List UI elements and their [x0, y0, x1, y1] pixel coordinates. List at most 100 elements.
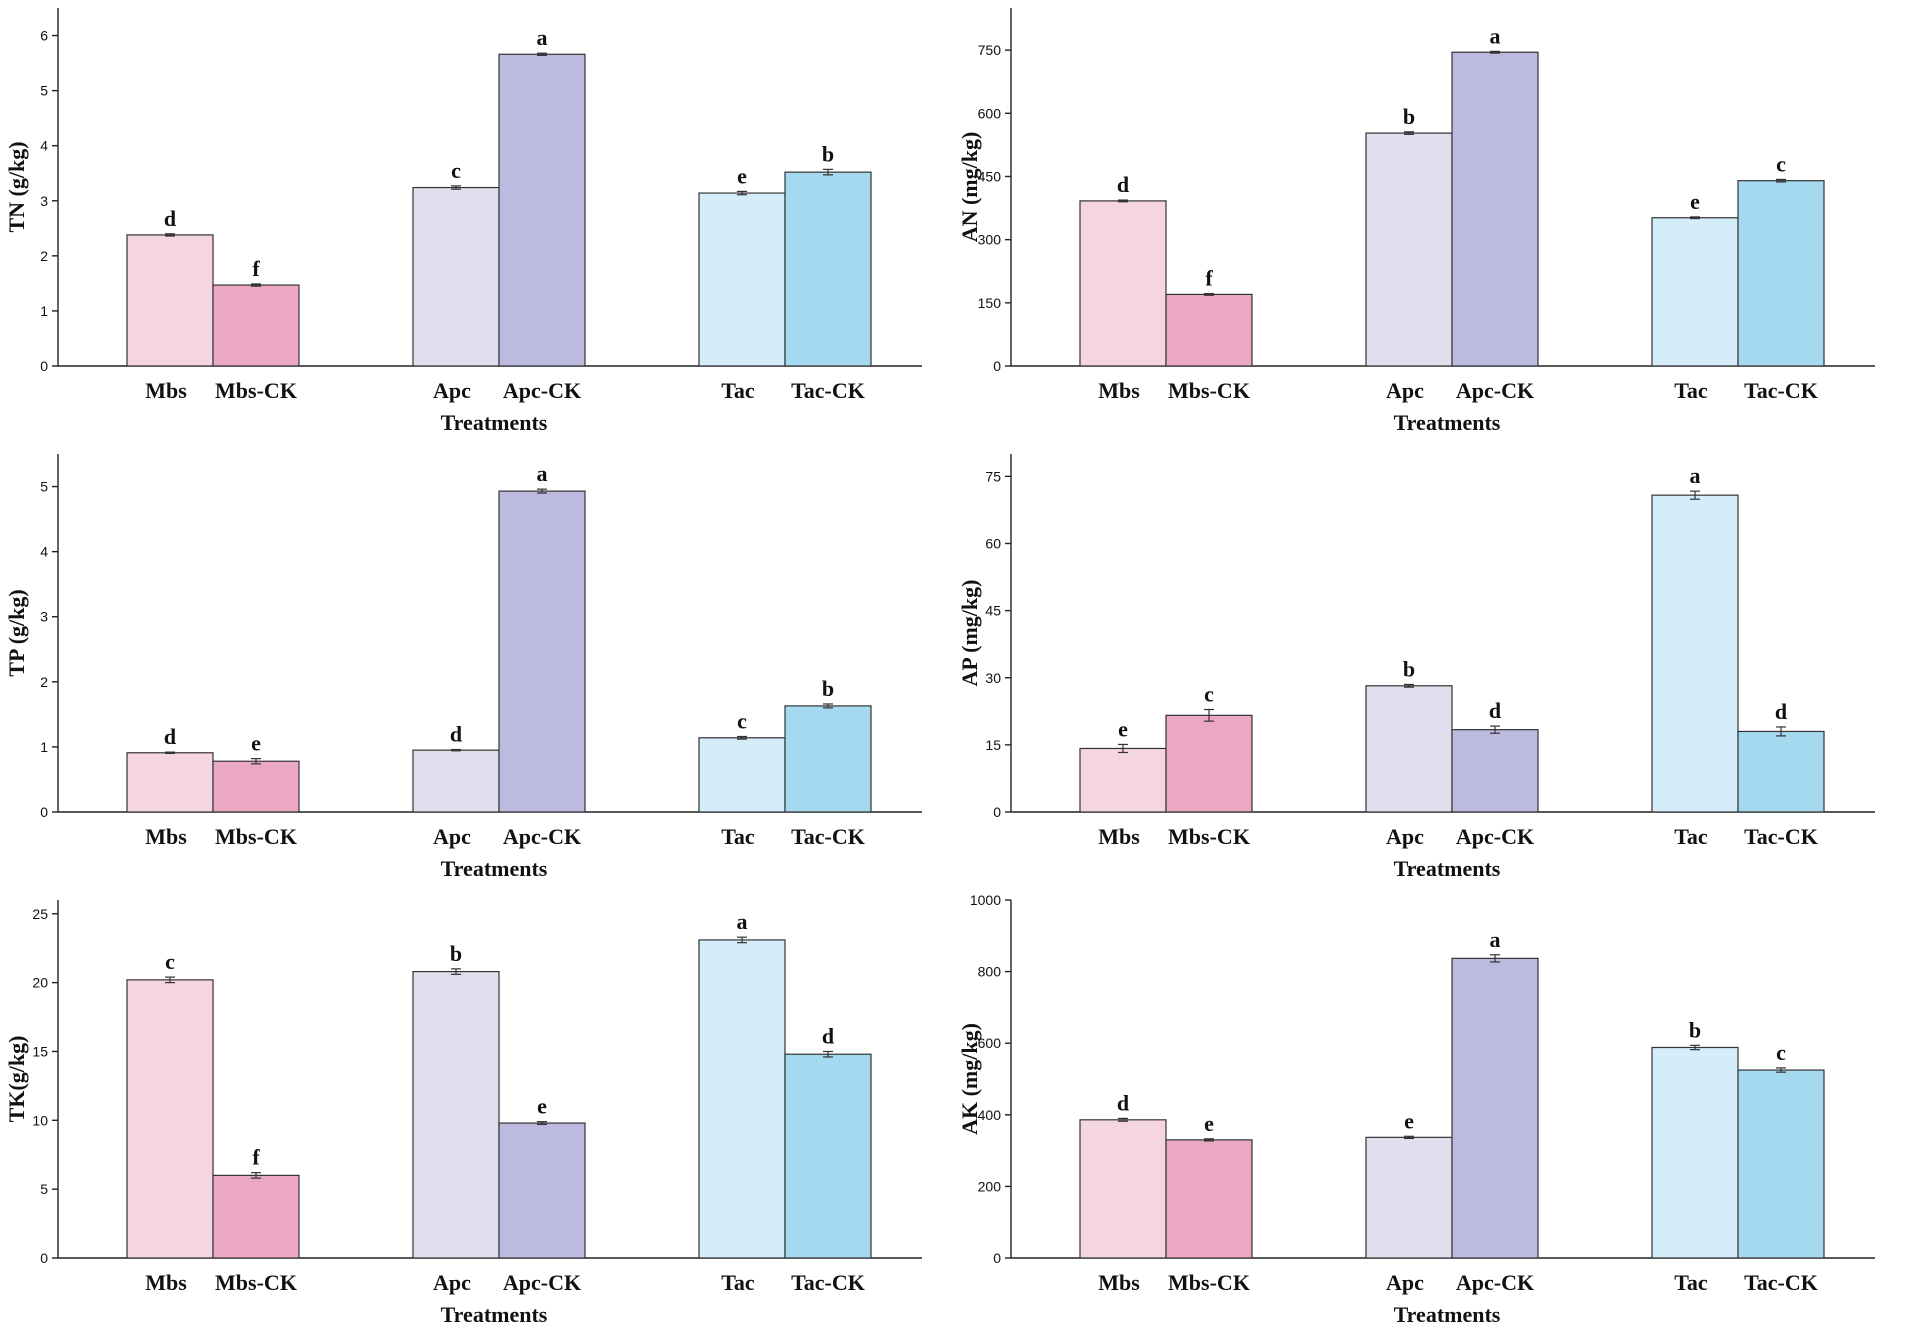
significance-letter: e: [1204, 1111, 1214, 1136]
tp-chart: 0 1 2 3 4 5 TP (g/kg) d Mbs e Mbs-CK d Apc a Apc-CK c Ta…: [4, 454, 922, 881]
y-axis-title: AP (mg/kg): [957, 580, 982, 687]
bar-apc: [1365, 132, 1453, 367]
bar-apc: [412, 186, 500, 367]
y-tick-label: 0: [40, 1250, 48, 1266]
x-tick-label: Mbs: [145, 378, 187, 403]
y-tick-label: 75: [985, 468, 1001, 484]
y-tick-label: 750: [978, 42, 1002, 58]
x-axis-title: Treatments: [441, 1302, 548, 1327]
significance-letter: a: [1490, 23, 1501, 48]
significance-letter: d: [1775, 699, 1787, 724]
x-axis-title: Treatments: [1394, 1302, 1501, 1327]
x-tick-label: Apc-CK: [1456, 378, 1534, 403]
x-axis-title: Treatments: [1394, 856, 1501, 881]
x-tick-label: Tac: [1674, 1270, 1708, 1295]
y-axis-title: AK (mg/kg): [957, 1023, 982, 1135]
significance-letter: a: [1690, 463, 1701, 488]
significance-letter: b: [450, 941, 462, 966]
ak-chart: 0 200 400 600 800 1000 AK (mg/kg) d Mbs e Mbs-CK e A…: [957, 892, 1875, 1327]
tp-chart-panel: 0 1 2 3 4 5 TP (g/kg) d Mbs e Mbs-CK d Apc a Apc-CK c Ta…: [0, 446, 953, 892]
significance-letter: d: [1117, 172, 1129, 197]
y-tick-label: 1: [40, 739, 48, 755]
bar-apc: [1365, 1136, 1453, 1259]
bar-tac: [1651, 217, 1739, 367]
y-tick-label: 400: [978, 1107, 1002, 1123]
x-axis-title: Treatments: [441, 410, 548, 435]
y-tick-label: 600: [978, 105, 1002, 121]
ap-chart: 0 15 30 45 60 75 AP (mg/kg) e Mbs c Mbs-CK b Apc d Apc…: [957, 454, 1875, 881]
tn-chart-panel: 0 1 2 3 4 5 6 TN (g/kg) d Mbs f Mbs-CK c Apc a Apc-CK e T…: [0, 0, 953, 446]
x-tick-label: Mbs: [145, 824, 187, 849]
significance-letter: d: [1117, 1090, 1129, 1115]
bar-mbs-ck: [1165, 293, 1253, 367]
bar-apc-ck: [1451, 957, 1539, 1259]
y-tick-label: 15: [32, 1043, 48, 1059]
bar-mbs: [1079, 747, 1167, 813]
x-tick-label: Mbs: [1098, 824, 1140, 849]
x-tick-label: Apc: [1386, 824, 1424, 849]
bar-apc: [412, 749, 500, 813]
x-tick-label: Mbs-CK: [1168, 824, 1250, 849]
y-tick-label: 450: [978, 168, 1002, 184]
x-tick-label: Tac-CK: [791, 824, 865, 849]
bar-mbs-ck: [1165, 1139, 1253, 1259]
x-tick-label: Mbs-CK: [215, 1270, 297, 1295]
significance-letter: a: [537, 25, 548, 50]
bar-apc-ck: [1451, 729, 1539, 813]
bar-mbs: [126, 234, 214, 367]
bar-tac-ck: [784, 1053, 872, 1259]
bar-mbs: [126, 752, 214, 813]
x-tick-label: Apc-CK: [503, 378, 581, 403]
y-tick-label: 2: [40, 674, 48, 690]
bar-tac-ck: [1737, 730, 1825, 813]
y-axis-title: AN (mg/kg): [957, 132, 982, 243]
x-tick-label: Mbs: [1098, 1270, 1140, 1295]
y-axis-title: TK(g/kg): [4, 1036, 29, 1123]
bar-tac: [698, 939, 786, 1259]
y-tick-label: 15: [985, 737, 1001, 753]
x-tick-label: Tac-CK: [791, 1270, 865, 1295]
significance-letter: b: [822, 141, 834, 166]
y-tick-label: 3: [40, 609, 48, 625]
significance-letter: e: [251, 731, 261, 756]
significance-letter: d: [164, 724, 176, 749]
bar-mbs: [1079, 1119, 1167, 1259]
bar-tac: [698, 737, 786, 813]
bar-tac: [1651, 494, 1739, 813]
x-tick-label: Tac-CK: [791, 378, 865, 403]
bar-apc-ck: [498, 490, 586, 813]
bar-tac-ck: [784, 705, 872, 813]
x-axis-title: Treatments: [441, 856, 548, 881]
x-tick-label: Apc: [433, 378, 471, 403]
y-tick-label: 150: [978, 295, 1002, 311]
y-tick-label: 0: [993, 358, 1001, 374]
significance-letter: a: [537, 461, 548, 486]
bar-mbs-ck: [212, 1174, 300, 1259]
significance-letter: b: [1403, 104, 1415, 129]
x-tick-label: Tac: [721, 378, 755, 403]
x-tick-label: Mbs-CK: [215, 824, 297, 849]
y-axis-title: TN (g/kg): [4, 141, 29, 232]
significance-letter: b: [822, 676, 834, 701]
significance-letter: b: [1403, 656, 1415, 681]
x-tick-label: Tac-CK: [1744, 824, 1818, 849]
ak-chart-panel: 0 200 400 600 800 1000 AK (mg/kg) d Mbs e Mbs-CK e A…: [953, 892, 1906, 1338]
tk-chart: 0 5 10 15 20 25 TK(g/kg) c Mbs f Mbs-CK b Apc e Apc-CK…: [4, 900, 922, 1327]
y-tick-label: 0: [993, 804, 1001, 820]
y-tick-label: 4: [40, 138, 48, 154]
y-tick-label: 10: [32, 1112, 48, 1128]
significance-letter: e: [1118, 716, 1128, 741]
y-tick-label: 20: [32, 975, 48, 991]
bar-apc: [412, 970, 500, 1259]
significance-letter: f: [1205, 266, 1213, 291]
y-tick-label: 30: [985, 670, 1001, 686]
significance-letter: c: [165, 949, 175, 974]
significance-letter: e: [1690, 189, 1700, 214]
y-tick-label: 0: [40, 804, 48, 820]
x-tick-label: Tac: [1674, 378, 1708, 403]
significance-letter: e: [1404, 1108, 1414, 1133]
an-chart: 0 150 300 450 600 750 AN (mg/kg) d Mbs f Mbs-CK b Ap…: [957, 8, 1875, 435]
significance-letter: d: [164, 206, 176, 231]
bar-mbs: [1079, 200, 1167, 367]
